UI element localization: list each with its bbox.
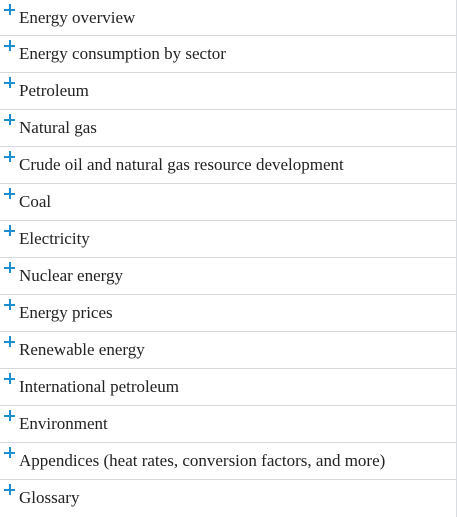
plus-icon[interactable] <box>4 299 16 311</box>
accordion-item-glossary[interactable]: Glossary <box>0 480 456 517</box>
accordion-item-label: Energy consumption by sector <box>19 44 226 63</box>
plus-icon[interactable] <box>4 410 16 422</box>
accordion-item-label: Environment <box>19 414 108 433</box>
accordion-item-label: Glossary <box>19 488 80 507</box>
plus-icon[interactable] <box>4 188 16 200</box>
accordion-item-label: Nuclear energy <box>19 266 123 285</box>
plus-icon[interactable] <box>4 4 16 16</box>
plus-icon[interactable] <box>4 77 16 89</box>
accordion-item-label: International petroleum <box>19 377 180 396</box>
accordion-item-renewable-energy[interactable]: Renewable energy <box>0 332 456 369</box>
accordion-item-label: Energy overview <box>19 8 136 27</box>
accordion-item-label: Crude oil and natural gas resource devel… <box>19 155 344 174</box>
accordion-item-label: Appendices (heat rates, conversion facto… <box>19 451 386 470</box>
accordion-item-nuclear-energy[interactable]: Nuclear energy <box>0 258 456 295</box>
accordion-item-label: Coal <box>19 192 52 211</box>
plus-icon[interactable] <box>4 484 16 496</box>
accordion-item-petroleum[interactable]: Petroleum <box>0 73 456 110</box>
plus-icon[interactable] <box>4 447 16 459</box>
accordion-item-label: Energy prices <box>19 303 113 322</box>
plus-icon[interactable] <box>4 151 16 163</box>
plus-icon[interactable] <box>4 225 16 237</box>
plus-icon[interactable] <box>4 373 16 385</box>
accordion-item-energy-prices[interactable]: Energy prices <box>0 295 456 332</box>
accordion-item-label: Natural gas <box>19 118 97 137</box>
accordion-item-natural-gas[interactable]: Natural gas <box>0 110 456 147</box>
plus-icon[interactable] <box>4 262 16 274</box>
accordion-item-energy-overview[interactable]: Energy overview <box>0 0 456 36</box>
accordion-item-coal[interactable]: Coal <box>0 184 456 221</box>
accordion-item-appendices[interactable]: Appendices (heat rates, conversion facto… <box>0 443 456 480</box>
accordion-item-label: Electricity <box>19 229 90 248</box>
plus-icon[interactable] <box>4 40 16 52</box>
plus-icon[interactable] <box>4 336 16 348</box>
accordion-item-label: Petroleum <box>19 81 89 100</box>
accordion-item-electricity[interactable]: Electricity <box>0 221 456 258</box>
accordion-item-energy-consumption-by-sector[interactable]: Energy consumption by sector <box>0 36 456 73</box>
accordion-item-environment[interactable]: Environment <box>0 406 456 443</box>
accordion-item-international-petroleum[interactable]: International petroleum <box>0 369 456 406</box>
accordion-item-crude-oil-and-natural-gas-resource-development[interactable]: Crude oil and natural gas resource devel… <box>0 147 456 184</box>
plus-icon[interactable] <box>4 114 16 126</box>
accordion-item-label: Renewable energy <box>19 340 145 359</box>
